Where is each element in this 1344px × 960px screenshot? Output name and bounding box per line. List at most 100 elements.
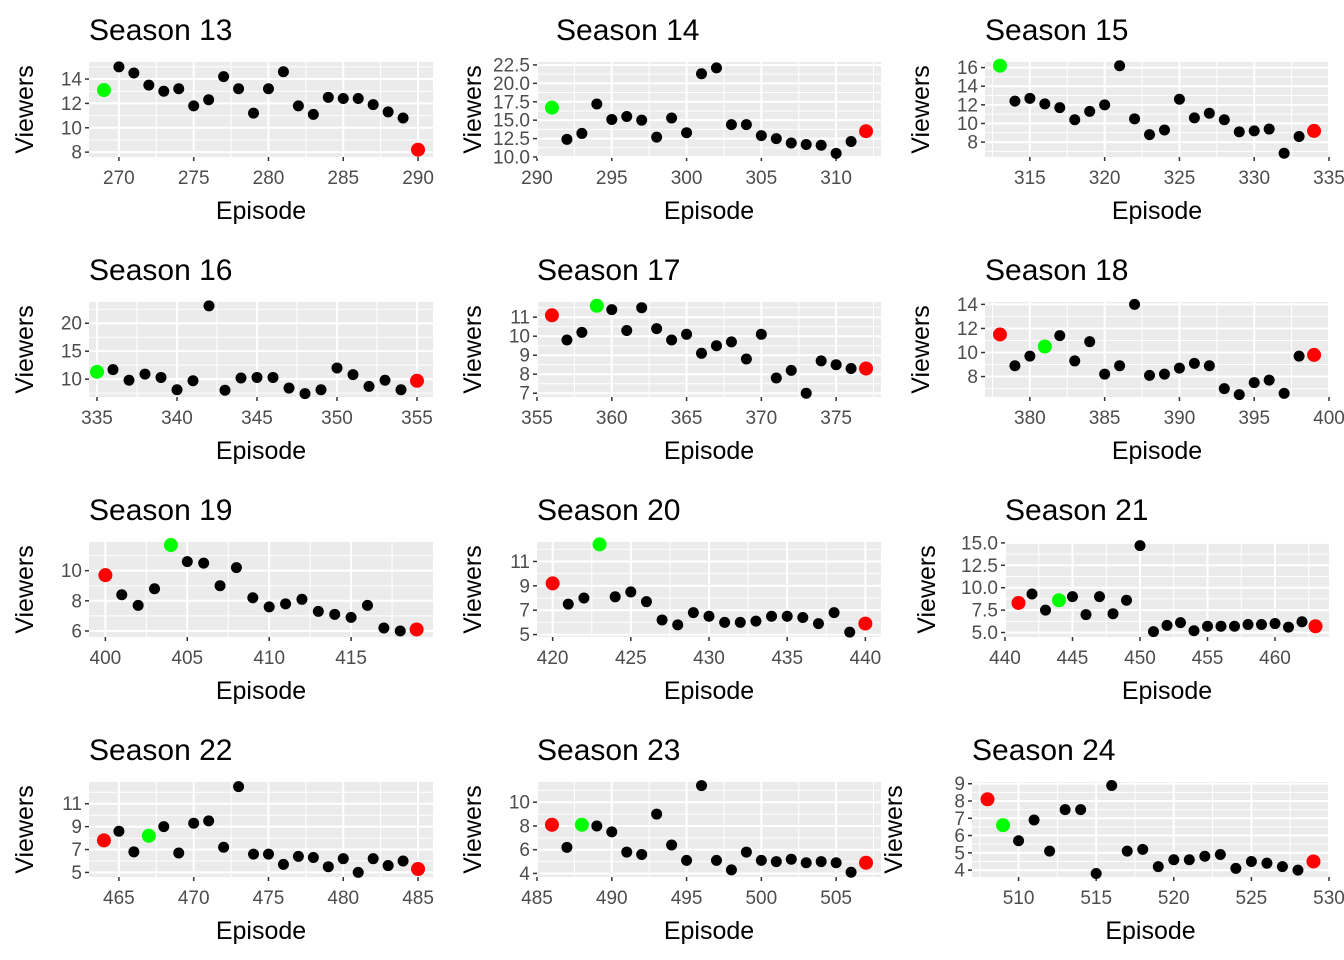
data-point: [800, 138, 812, 150]
data-point: [785, 853, 797, 865]
data-point-red: [1011, 595, 1026, 610]
x-tick-label: 495: [671, 888, 703, 909]
x-axis-title: Episode: [664, 917, 754, 945]
data-point-red: [1306, 854, 1321, 869]
data-point: [1183, 854, 1195, 866]
data-point: [352, 93, 364, 105]
data-point: [687, 607, 699, 619]
data-point: [812, 618, 824, 630]
data-point: [1233, 389, 1245, 401]
data-point: [770, 372, 782, 384]
data-point: [128, 846, 140, 858]
data-point: [1099, 99, 1111, 111]
data-point: [1203, 360, 1215, 372]
x-tick-label: 440: [989, 648, 1021, 669]
data-point: [367, 99, 379, 111]
data-point: [1233, 126, 1245, 138]
data-point: [1114, 60, 1126, 72]
x-tick-label: 430: [693, 648, 725, 669]
data-point: [361, 599, 373, 611]
y-tick-label: 6: [71, 621, 82, 642]
data-point: [1278, 147, 1290, 159]
data-point: [1218, 383, 1230, 395]
data-point: [235, 372, 247, 384]
data-point: [1129, 298, 1141, 310]
y-tick-label: 14: [61, 70, 83, 91]
data-point-red: [859, 855, 874, 870]
data-point: [123, 374, 135, 386]
data-point: [397, 855, 409, 867]
x-axis-title: Episode: [1122, 677, 1212, 705]
y-tick-label: 9: [519, 576, 530, 597]
data-point: [203, 94, 215, 106]
data-point: [299, 388, 311, 400]
data-point-green: [592, 537, 607, 552]
x-tick-label: 360: [596, 408, 628, 429]
data-point: [283, 382, 295, 394]
x-tick-label: 375: [820, 408, 852, 429]
data-point: [696, 780, 708, 792]
data-point: [734, 616, 746, 628]
data-point: [312, 605, 324, 617]
data-point: [681, 127, 693, 139]
data-point: [113, 825, 125, 837]
data-point: [636, 114, 648, 126]
data-point: [277, 66, 289, 78]
data-point-green: [589, 298, 604, 313]
y-tick-label: 9: [519, 346, 530, 367]
y-tick-label: 7: [71, 840, 82, 861]
x-tick-label: 390: [1164, 408, 1196, 429]
data-point: [116, 589, 128, 601]
x-tick-label: 485: [402, 888, 434, 909]
y-tick-label: 11: [510, 552, 530, 573]
y-tick-label: 9: [71, 817, 82, 838]
data-point: [233, 83, 245, 95]
data-point: [719, 616, 731, 628]
data-point: [277, 858, 289, 870]
y-tick-label: 10: [509, 327, 530, 348]
panel-2: 290 295 300 305 310 10.012.515.017.520.022.5 S…: [459, 14, 881, 225]
data-point: [755, 854, 767, 866]
y-axis-title: Viewers: [459, 785, 487, 873]
y-tick-label: 5: [954, 843, 965, 864]
data-point: [1215, 620, 1227, 632]
y-tick-label: 12.5: [493, 129, 530, 150]
data-point: [307, 852, 319, 864]
data-point: [1175, 617, 1186, 629]
data-point: [591, 98, 603, 110]
data-point: [307, 108, 319, 120]
data-point: [337, 853, 349, 865]
data-point: [1218, 114, 1230, 126]
data-point: [1129, 113, 1141, 125]
panel-title: Season 18: [985, 254, 1128, 287]
x-axis-title: Episode: [1105, 917, 1195, 945]
y-tick-label: 10.0: [961, 578, 998, 599]
x-tick-label: 305: [745, 168, 777, 189]
y-tick-label: 12: [957, 95, 978, 116]
data-point: [1039, 98, 1051, 110]
x-tick-label: 335: [1313, 168, 1344, 189]
y-tick-label: 15: [61, 342, 82, 363]
data-point: [800, 387, 812, 399]
y-tick-label: 11: [62, 794, 82, 815]
data-point-green: [90, 364, 104, 379]
data-point: [1199, 850, 1211, 862]
data-point: [1245, 855, 1257, 867]
data-point: [363, 380, 375, 392]
x-tick-label: 325: [1164, 168, 1196, 189]
data-point-green: [96, 83, 111, 98]
data-point-red: [859, 361, 874, 376]
y-tick-label: 11: [510, 308, 530, 329]
data-point: [750, 615, 762, 627]
data-point: [1248, 377, 1260, 389]
data-point: [800, 857, 812, 869]
data-point: [666, 334, 678, 346]
y-tick-label: 10: [61, 118, 82, 139]
x-tick-label: 290: [402, 168, 434, 189]
y-axis-title: Viewers: [907, 65, 935, 153]
y-tick-label: 15.0: [961, 533, 998, 554]
data-point: [606, 113, 618, 125]
